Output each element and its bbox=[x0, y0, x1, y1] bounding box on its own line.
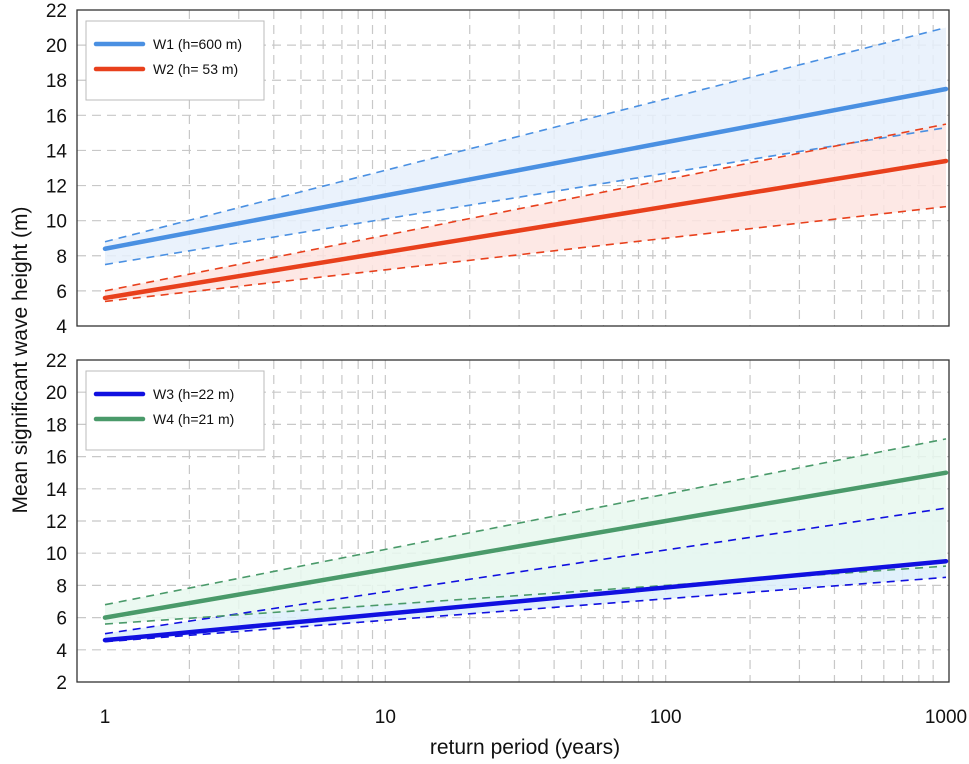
y-tick-label: 12 bbox=[46, 177, 67, 198]
x-axis-label: return period (years) bbox=[430, 736, 620, 759]
y-tick-label: 4 bbox=[56, 641, 67, 662]
x-tick-label: 1000 bbox=[925, 707, 967, 728]
top-panel: 4 6 8 10 12 14 16 18 20 22 W1 (h=600 m) W2 (h= 53 m… bbox=[46, 1, 950, 338]
y-tick-label: 10 bbox=[46, 544, 67, 565]
y-tick-label: 20 bbox=[46, 36, 67, 57]
y-tick-label: 22 bbox=[46, 1, 67, 22]
legend: W1 (h=600 m) W2 (h= 53 m) bbox=[85, 20, 265, 101]
mean-line bbox=[102, 86, 949, 252]
lower-bound-line bbox=[104, 126, 947, 266]
y-tick-label: 10 bbox=[46, 212, 67, 233]
legend-box bbox=[85, 370, 265, 451]
y-tick-label: 8 bbox=[56, 247, 67, 268]
legend-entry: W2 (h= 53 m) bbox=[153, 61, 238, 77]
x-tick-label: 100 bbox=[650, 707, 682, 728]
y-tick-label: 12 bbox=[46, 512, 67, 533]
mean-line bbox=[102, 470, 949, 620]
bottom-panel: 2 4 6 8 10 12 14 16 18 20 22 W3 (h=22 m) W4 (h=21 m)… bbox=[46, 351, 967, 728]
lower-bound-line bbox=[104, 205, 947, 303]
upper-bound-line bbox=[104, 123, 947, 292]
confidence-band bbox=[105, 124, 946, 302]
y-tick-label: 18 bbox=[46, 415, 67, 436]
plot-frame bbox=[76, 359, 950, 683]
y-axis-label: Mean significant wave height (m) bbox=[9, 207, 32, 514]
mean-line bbox=[102, 559, 949, 643]
y-tick-label: 8 bbox=[56, 576, 67, 597]
legend: W3 (h=22 m) W4 (h=21 m) bbox=[85, 370, 265, 451]
legend-entry: W1 (h=600 m) bbox=[153, 36, 242, 52]
mean-line bbox=[102, 158, 949, 301]
y-tick-label: 16 bbox=[46, 448, 67, 469]
confidence-band bbox=[105, 438, 946, 625]
legend-entry: W4 (h=21 m) bbox=[153, 411, 234, 427]
y-tick-label: 20 bbox=[46, 383, 67, 404]
y-tick-label: 4 bbox=[56, 317, 67, 338]
plot-frame bbox=[76, 9, 950, 327]
legend-box bbox=[85, 20, 265, 101]
y-tick-label: 14 bbox=[46, 141, 68, 162]
y-tick-label: 2 bbox=[56, 673, 67, 694]
y-tick-label: 14 bbox=[46, 480, 68, 501]
y-tick-label: 18 bbox=[46, 71, 67, 92]
legend-entry: W3 (h=22 m) bbox=[153, 386, 234, 402]
upper-bound-line bbox=[104, 507, 947, 635]
x-tick-label: 10 bbox=[375, 707, 396, 728]
lower-bound-line bbox=[104, 576, 947, 643]
upper-bound-line bbox=[104, 26, 947, 243]
y-tick-label: 6 bbox=[56, 282, 67, 303]
x-tick-label: 1 bbox=[100, 707, 111, 728]
y-tick-label: 22 bbox=[46, 351, 67, 372]
y-tick-label: 6 bbox=[56, 609, 67, 630]
confidence-band bbox=[105, 27, 946, 265]
y-tick-label: 16 bbox=[46, 106, 67, 127]
upper-bound-line bbox=[104, 438, 947, 606]
